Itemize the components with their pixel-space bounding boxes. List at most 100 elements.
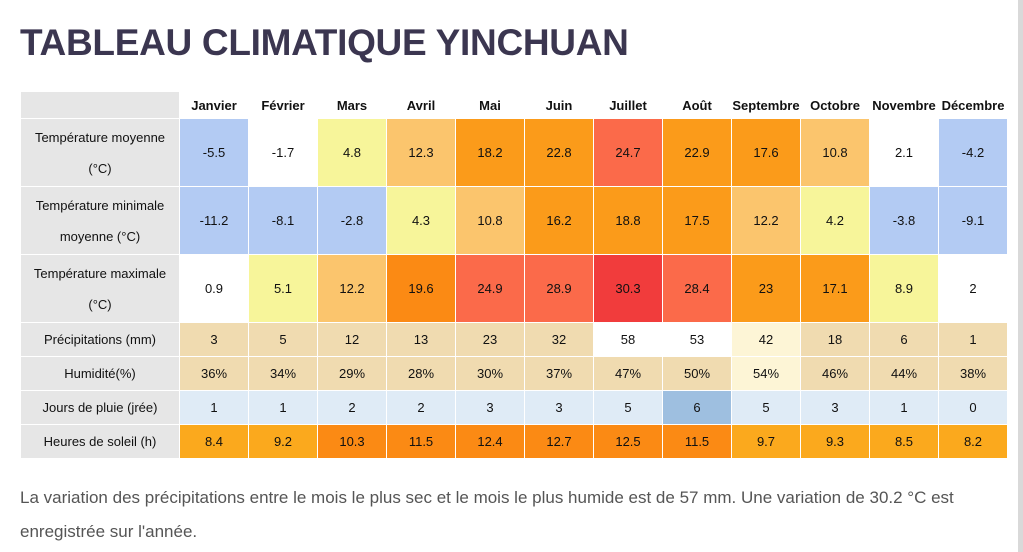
- table-cell: 44%: [869, 356, 939, 391]
- table-cell: 12.2: [317, 254, 387, 323]
- month-header: Avril: [386, 91, 456, 119]
- table-cell: 2: [317, 390, 387, 425]
- table-cell: 29%: [317, 356, 387, 391]
- table-cell: 4.8: [317, 118, 387, 187]
- summary-text: La variation des précipitations entre le…: [20, 488, 954, 541]
- table-cell: 34%: [248, 356, 318, 391]
- month-header: Juin: [524, 91, 594, 119]
- month-header: Juillet: [593, 91, 663, 119]
- right-border: [1018, 0, 1023, 552]
- table-row: Humidité(%) 36% 34% 29% 28% 30% 37% 47% 50% 54% 46…: [20, 356, 1008, 391]
- table-cell: 1: [179, 390, 249, 425]
- row-label: Humidité(%): [20, 356, 180, 391]
- table-cell: 37%: [524, 356, 594, 391]
- table-cell: 5: [248, 322, 318, 357]
- table-cell: 12.5: [593, 424, 663, 459]
- table-cell: 23: [455, 322, 525, 357]
- table-cell: 18.8: [593, 186, 663, 255]
- table-row: Précipitations (mm) 3 5 12 13 23 32 58 53 42 18 6 1: [20, 322, 1008, 357]
- table-cell: 24.7: [593, 118, 663, 187]
- table-cell: 28.4: [662, 254, 732, 323]
- table-cell: 22.9: [662, 118, 732, 187]
- table-cell: 13: [386, 322, 456, 357]
- table-cell: 28.9: [524, 254, 594, 323]
- table-cell: 8.2: [938, 424, 1008, 459]
- table-cell: 5: [593, 390, 663, 425]
- table-cell: 17.1: [800, 254, 870, 323]
- table-cell: 3: [524, 390, 594, 425]
- page-title: TABLEAU CLIMATIQUE YINCHUAN: [20, 22, 629, 63]
- table-cell: 12.4: [455, 424, 525, 459]
- table-cell: 8.9: [869, 254, 939, 323]
- table-cell: 10.8: [800, 118, 870, 187]
- table-cell: 53: [662, 322, 732, 357]
- table-cell: 12.2: [731, 186, 801, 255]
- month-header: Mars: [317, 91, 387, 119]
- table-cell: 32: [524, 322, 594, 357]
- table-cell: 54%: [731, 356, 801, 391]
- table-cell: 42: [731, 322, 801, 357]
- month-header: Septembre: [731, 91, 801, 119]
- table-cell: 16.2: [524, 186, 594, 255]
- table-cell: 22.8: [524, 118, 594, 187]
- row-label: Heures de soleil (h): [20, 424, 180, 459]
- table-cell: 3: [455, 390, 525, 425]
- table-cell: 2.1: [869, 118, 939, 187]
- table-row: Heures de soleil (h) 8.4 9.2 10.3 11.5 12.4 12…: [20, 424, 1008, 459]
- month-header: Janvier: [179, 91, 249, 119]
- table-cell: 8.5: [869, 424, 939, 459]
- table-cell: -2.8: [317, 186, 387, 255]
- table-cell: 10.3: [317, 424, 387, 459]
- row-label: Jours de pluie (jrée): [20, 390, 180, 425]
- table-cell: 2: [386, 390, 456, 425]
- table-cell: 3: [179, 322, 249, 357]
- climate-table: Janvier Février Mars Avril Mai Juin Juil…: [20, 91, 1008, 459]
- table-cell: 23: [731, 254, 801, 323]
- table-cell: 12.3: [386, 118, 456, 187]
- table-cell: -11.2: [179, 186, 249, 255]
- table-cell: -1.7: [248, 118, 318, 187]
- month-header: Août: [662, 91, 732, 119]
- table-cell: 9.2: [248, 424, 318, 459]
- table-cell: 17.5: [662, 186, 732, 255]
- table-cell: -8.1: [248, 186, 318, 255]
- table-cell: 4.3: [386, 186, 456, 255]
- table-cell: 50%: [662, 356, 732, 391]
- table-cell: 1: [248, 390, 318, 425]
- table-cell: 4.2: [800, 186, 870, 255]
- table-row: Température moyenne (°C) -5.5 -1.7 4.8 12.3 1…: [20, 118, 1008, 187]
- row-label: Précipitations (mm): [20, 322, 180, 357]
- table-cell: 9.7: [731, 424, 801, 459]
- table-cell: -5.5: [179, 118, 249, 187]
- table-cell: 10.8: [455, 186, 525, 255]
- table-cell: 11.5: [386, 424, 456, 459]
- header-row: Janvier Février Mars Avril Mai Juin Juil…: [20, 91, 1008, 119]
- month-header: Mai: [455, 91, 525, 119]
- table-cell: 38%: [938, 356, 1008, 391]
- table-cell: 12: [317, 322, 387, 357]
- table-cell: 3: [800, 390, 870, 425]
- row-label: Température moyenne (°C): [20, 118, 180, 187]
- table-cell: 1: [869, 390, 939, 425]
- month-header: Février: [248, 91, 318, 119]
- table-body: Température moyenne (°C) -5.5 -1.7 4.8 12.3 1…: [20, 118, 1008, 459]
- table-cell: 6: [662, 390, 732, 425]
- month-header: Décembre: [938, 91, 1008, 119]
- table-cell: 8.4: [179, 424, 249, 459]
- table-cell: -3.8: [869, 186, 939, 255]
- table-cell: -4.2: [938, 118, 1008, 187]
- table-cell: 47%: [593, 356, 663, 391]
- table-cell: 24.9: [455, 254, 525, 323]
- table-cell: 1: [938, 322, 1008, 357]
- table-row: Température minimale moyenne (°C) -11.2 -8…: [20, 186, 1008, 255]
- table-cell: 9.3: [800, 424, 870, 459]
- table-cell: -9.1: [938, 186, 1008, 255]
- table-cell: 12.7: [524, 424, 594, 459]
- header-corner: [20, 91, 180, 119]
- table-cell: 46%: [800, 356, 870, 391]
- month-header: Octobre: [800, 91, 870, 119]
- table-cell: 5: [731, 390, 801, 425]
- table-cell: 36%: [179, 356, 249, 391]
- table-cell: 19.6: [386, 254, 456, 323]
- table-cell: 11.5: [662, 424, 732, 459]
